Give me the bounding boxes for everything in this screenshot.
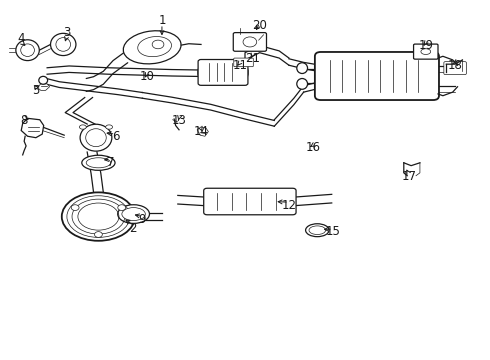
Ellipse shape [86, 129, 106, 147]
Ellipse shape [281, 193, 294, 210]
Ellipse shape [297, 78, 308, 89]
FancyBboxPatch shape [204, 188, 296, 215]
Ellipse shape [205, 193, 219, 210]
FancyBboxPatch shape [414, 44, 438, 59]
Ellipse shape [82, 155, 115, 170]
Ellipse shape [297, 63, 308, 73]
Circle shape [118, 205, 125, 211]
Circle shape [95, 231, 102, 237]
FancyBboxPatch shape [198, 59, 248, 85]
Text: 20: 20 [252, 19, 267, 32]
Text: 3: 3 [63, 27, 71, 40]
Text: 21: 21 [245, 51, 260, 64]
Ellipse shape [138, 36, 172, 57]
Text: 13: 13 [172, 114, 187, 127]
Text: 8: 8 [21, 114, 28, 127]
Text: 4: 4 [18, 32, 25, 45]
FancyBboxPatch shape [444, 62, 466, 75]
Ellipse shape [21, 44, 34, 57]
FancyBboxPatch shape [315, 52, 439, 100]
Circle shape [152, 40, 164, 49]
Ellipse shape [118, 205, 149, 224]
Ellipse shape [306, 224, 329, 237]
Text: 15: 15 [325, 225, 341, 238]
Polygon shape [21, 118, 44, 138]
Text: 12: 12 [281, 199, 296, 212]
FancyBboxPatch shape [233, 33, 267, 51]
Ellipse shape [318, 59, 335, 93]
Text: 18: 18 [448, 59, 463, 72]
Text: 5: 5 [32, 84, 40, 97]
Ellipse shape [122, 208, 146, 221]
Text: 14: 14 [194, 125, 209, 138]
Ellipse shape [309, 226, 326, 234]
Text: 11: 11 [233, 59, 247, 72]
Text: 2: 2 [129, 222, 136, 235]
Ellipse shape [418, 59, 436, 93]
Ellipse shape [237, 63, 248, 82]
Text: 9: 9 [139, 213, 146, 226]
Text: 17: 17 [401, 170, 416, 183]
Ellipse shape [50, 33, 76, 55]
Ellipse shape [62, 192, 135, 241]
Ellipse shape [80, 124, 112, 151]
Text: 1: 1 [158, 14, 166, 27]
Ellipse shape [79, 125, 86, 129]
Text: 7: 7 [107, 156, 114, 168]
Text: 10: 10 [140, 69, 155, 82]
Circle shape [71, 205, 79, 211]
Text: 6: 6 [112, 130, 119, 144]
Ellipse shape [16, 40, 39, 60]
Ellipse shape [39, 76, 48, 84]
Polygon shape [37, 84, 49, 90]
Circle shape [243, 37, 257, 47]
Text: 16: 16 [306, 141, 321, 154]
Ellipse shape [56, 38, 71, 51]
Polygon shape [197, 127, 208, 136]
Text: 19: 19 [418, 39, 433, 52]
FancyBboxPatch shape [234, 58, 253, 67]
Ellipse shape [421, 49, 431, 54]
Ellipse shape [86, 158, 111, 168]
Ellipse shape [123, 31, 181, 64]
Ellipse shape [197, 63, 209, 82]
Ellipse shape [106, 125, 113, 129]
